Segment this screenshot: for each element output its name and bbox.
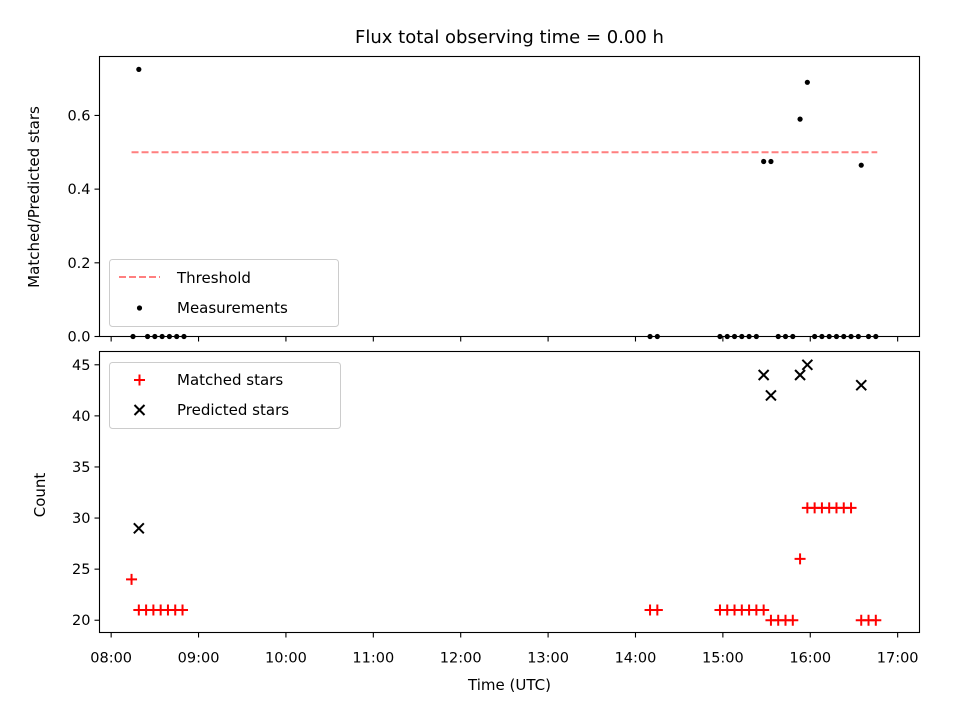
measurement-point <box>144 333 151 340</box>
measurement-point <box>130 333 136 340</box>
matched-star-point <box>758 604 770 616</box>
x-tick-label: 11:00 <box>352 651 394 667</box>
measurement-point <box>654 333 660 340</box>
measurement-point <box>826 333 832 340</box>
measurement-point <box>647 333 653 340</box>
legend-predicted-swatch <box>133 404 146 416</box>
measurement-point <box>848 333 854 340</box>
measurement-point <box>790 333 796 340</box>
measurement-point <box>181 333 187 340</box>
top-legend: Threshold Measurements <box>109 259 339 327</box>
measurement-point <box>804 79 810 85</box>
predicted-star-point <box>133 522 145 534</box>
bottom-panel-frame <box>98 350 921 634</box>
top-x-axis <box>110 336 899 342</box>
legend-measurements-swatch <box>136 305 143 311</box>
measurement-point <box>746 333 752 340</box>
legend-matched-swatch <box>134 374 145 386</box>
matched-star-point <box>870 614 882 626</box>
measurement-point <box>717 333 723 340</box>
measurement-point <box>152 333 158 340</box>
x-tick-label: 17:00 <box>877 651 919 667</box>
measurement-point <box>768 158 774 165</box>
x-tick-label: 14:00 <box>615 651 657 667</box>
measurement-point <box>761 158 767 165</box>
top-plot-area <box>130 66 879 340</box>
measurement-point <box>812 333 818 340</box>
bottom-y-tick-label: 45 <box>72 358 90 374</box>
bottom-y-tick-label: 40 <box>72 409 90 425</box>
matched-star-point <box>177 604 189 616</box>
bottom-legend: Matched stars Predicted stars <box>109 362 341 429</box>
top-y-tick-label: 0.2 <box>67 256 90 272</box>
matched-star-point <box>845 502 857 514</box>
x-tick-label: 13:00 <box>527 651 569 667</box>
legend-measurements-label: Measurements <box>177 299 288 317</box>
matched-star-point <box>126 573 138 585</box>
measurement-point <box>753 333 759 340</box>
matched-star-point <box>787 614 799 626</box>
measurement-point <box>797 116 803 122</box>
measurement-point <box>775 333 781 340</box>
bottom-y-tick-label: 20 <box>72 613 90 629</box>
measurement-point <box>724 333 730 340</box>
x-tick-label: 15:00 <box>702 651 744 667</box>
x-tick-label: 12:00 <box>440 651 482 667</box>
bottom-y-axis: 20 25 30 35 40 45 <box>72 358 100 629</box>
top-panel-ylabel: Matched/Predicted stars <box>25 106 43 288</box>
top-y-axis: 0.0 0.2 0.4 0.6 <box>67 108 100 346</box>
predicted-star-point <box>801 359 814 371</box>
measurement-point <box>855 333 861 340</box>
measurement-point <box>136 66 142 72</box>
measurement-point <box>782 333 789 340</box>
bottom-panel-ylabel: Count <box>31 473 49 518</box>
predicted-star-point <box>757 369 770 381</box>
legend-predicted-label: Predicted stars <box>177 401 289 419</box>
measurement-point <box>858 162 864 168</box>
x-tick-label: 09:00 <box>178 651 220 667</box>
top-panel-frame <box>98 55 921 338</box>
predicted-star-point <box>765 389 777 402</box>
measurement-point <box>739 333 745 340</box>
measurement-point <box>833 333 840 340</box>
matched-star-point <box>794 553 806 565</box>
measurement-point <box>873 333 879 340</box>
top-legend-box <box>109 259 339 327</box>
x-tick-label: 16:00 <box>789 651 831 667</box>
x-axis-label: Time (UTC) <box>467 676 551 694</box>
matched-star-point <box>651 604 663 616</box>
top-panel: Matched/Predicted stars 0.0 0.2 0.4 0.6 Thr… <box>25 55 921 346</box>
predicted-star-point <box>794 369 806 381</box>
measurement-point <box>174 333 180 340</box>
top-y-tick-label: 0.6 <box>67 108 90 124</box>
top-y-tick-label: 0.0 <box>67 330 90 346</box>
top-y-tick-label: 0.4 <box>67 182 90 198</box>
legend-threshold-label: Threshold <box>176 269 251 287</box>
measurement-point <box>841 333 847 340</box>
measurement-point <box>166 333 173 340</box>
bottom-legend-box <box>109 362 341 429</box>
measurement-point <box>159 333 165 340</box>
bottom-panel: Count 20 25 30 35 40 45 08:00 09:00 10:00 11:00 1… <box>31 350 921 667</box>
bottom-plot-area <box>126 359 882 626</box>
legend-matched-label: Matched stars <box>177 371 283 389</box>
x-tick-label: 08:00 <box>90 651 132 667</box>
bottom-y-tick-label: 30 <box>72 511 90 527</box>
bottom-y-tick-label: 35 <box>72 460 90 476</box>
measurement-point <box>731 333 738 340</box>
bottom-x-axis: 08:00 09:00 10:00 11:00 12:00 13:00 14:00 15:00… <box>90 632 919 667</box>
measurement-point <box>865 333 872 340</box>
x-tick-label: 10:00 <box>265 651 307 667</box>
predicted-star-point <box>855 379 867 391</box>
measurement-point <box>819 333 825 340</box>
chart-title: Flux total observing time = 0.00 h <box>355 27 664 48</box>
bottom-y-tick-label: 25 <box>72 562 90 578</box>
